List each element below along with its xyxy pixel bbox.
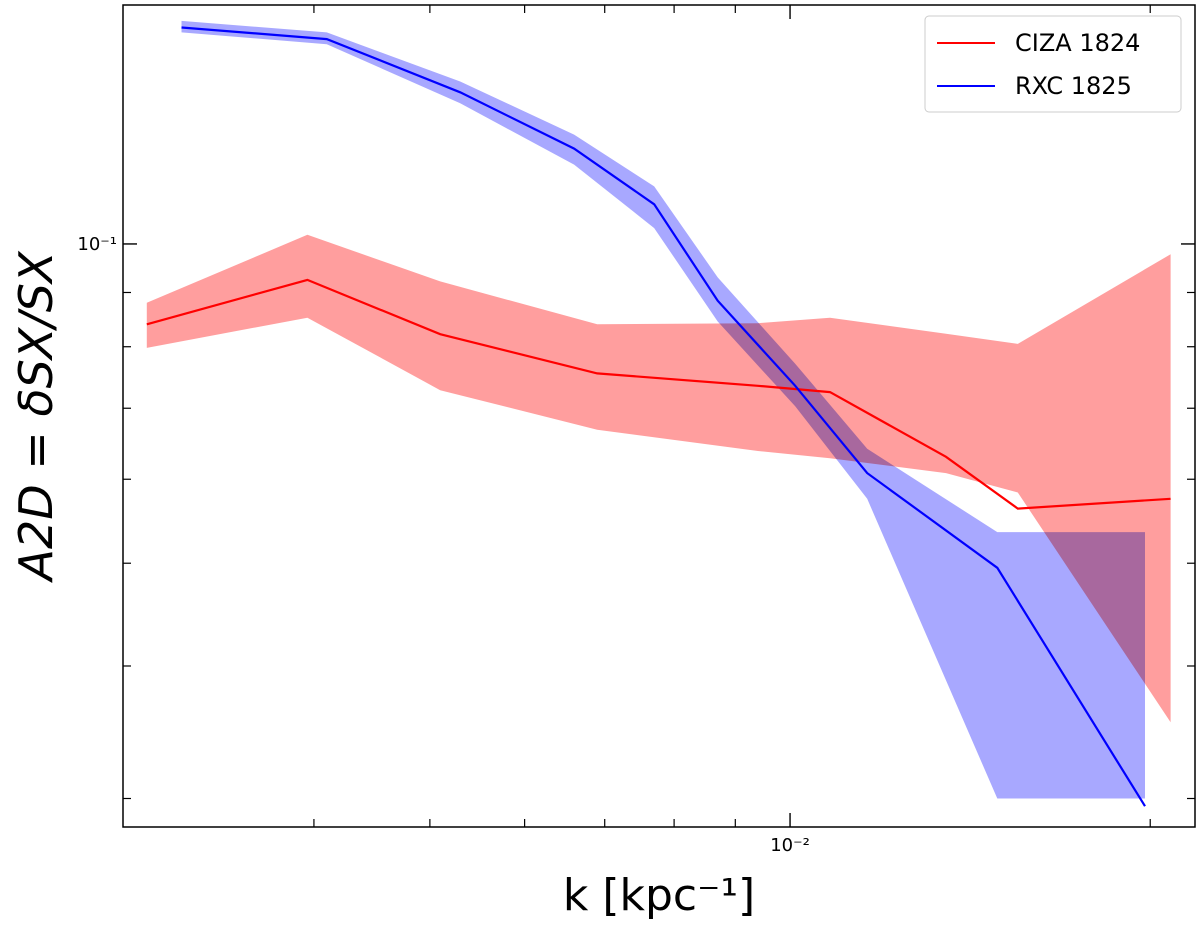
x-axis-label: k [kpc⁻¹] [563,870,755,921]
ticks-layer [123,5,1195,827]
plot-frame [122,4,1196,828]
legend-label-ciza-1824: CIZA 1824 [1015,29,1140,57]
series-line-rxc-1825 [181,26,1146,807]
series-line-ciza-1824 [146,278,1171,510]
y-tick-label: 10⁻¹ [77,234,117,255]
lines-layer [146,26,1171,807]
error-band-rxc-1825 [181,20,1145,799]
legend: CIZA 1824 RXC 1825 [924,15,1182,113]
tick-labels-layer: 10⁻² 10⁻¹ [77,234,809,856]
error-band-ciza-1824 [146,234,1171,723]
x-tick-label: 10⁻² [770,835,810,856]
y-axis-label: A2D = δSX/SX [9,250,63,583]
legend-box [924,15,1182,113]
bands-layer [146,20,1171,799]
legend-label-rxc-1825: RXC 1825 [1015,72,1132,100]
